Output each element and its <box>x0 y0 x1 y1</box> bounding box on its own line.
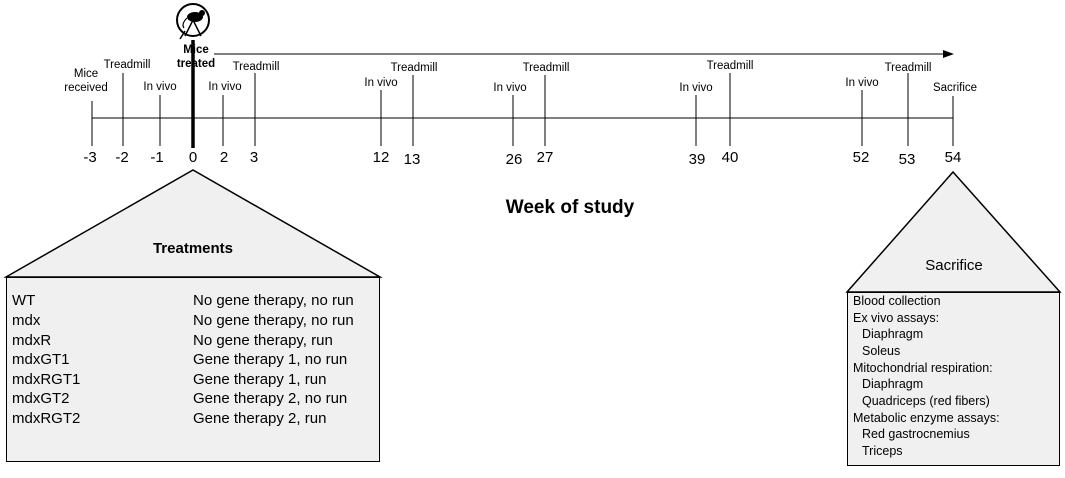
mice-treated-line2: treated <box>176 58 216 70</box>
axis-title: Week of study <box>505 197 635 218</box>
sacrifice-subitem: Quadriceps (red fibers) <box>862 394 990 408</box>
week-tick-label: 40 <box>721 149 739 166</box>
week-tick-label: 3 <box>249 149 259 166</box>
week-tick-label: 13 <box>403 151 421 168</box>
treatment-description: No gene therapy, no run <box>193 292 354 309</box>
treatment-description: Gene therapy 1, no run <box>193 351 348 368</box>
event-treadmill: Treadmill <box>706 60 754 72</box>
event-mice-received-line1: Mice <box>73 68 99 80</box>
event-in-vivo: In vivo <box>364 77 398 89</box>
week-tick-label: 52 <box>852 149 870 166</box>
event-in-vivo: In vivo <box>845 77 879 89</box>
event-sacrifice: Sacrifice <box>932 82 978 94</box>
sacrifice-subitem: Red gastrocnemius <box>862 427 970 441</box>
treatments-roof <box>3 169 383 278</box>
week-tick-label: 26 <box>505 151 523 168</box>
treatment-group: mdxGT2 <box>12 390 70 407</box>
event-treadmill: Treadmill <box>232 61 280 73</box>
week-tick-label: -1 <box>150 149 164 166</box>
treatment-group: mdx <box>12 312 41 329</box>
treatment-group: mdxRGT2 <box>12 410 81 427</box>
sacrifice-subitem: Soleus <box>862 344 901 358</box>
treatment-group: mdxGT1 <box>12 351 70 368</box>
treatment-description: Gene therapy 2, run <box>193 410 327 427</box>
week-tick-label: 39 <box>688 151 706 168</box>
sacrifice-item: Metabolic enzyme assays: <box>853 411 1000 425</box>
treatment-description: Gene therapy 2, no run <box>193 390 348 407</box>
week-tick-label: -2 <box>115 149 129 166</box>
sacrifice-item: Ex vivo assays: <box>853 311 940 325</box>
sacrifice-subitem: Triceps <box>862 444 903 458</box>
event-treadmill: Treadmill <box>884 62 932 74</box>
treatment-group: mdxRGT1 <box>12 371 81 388</box>
treatment-description: Gene therapy 1, run <box>193 371 327 388</box>
sacrifice-roof <box>845 170 1062 293</box>
week-tick-label: 0 <box>188 149 198 166</box>
sacrifice-subitem: Diaphragm <box>862 377 924 391</box>
treatments-title: Treatments <box>152 240 234 257</box>
timeline-arrow-head <box>943 50 954 58</box>
event-in-vivo: In vivo <box>679 82 713 94</box>
event-mice-received: Mice received <box>64 67 107 95</box>
treatment-description: No gene therapy, run <box>193 332 333 349</box>
week-tick-label: 12 <box>372 149 390 166</box>
event-treadmill: Treadmill <box>390 62 438 74</box>
treatments-box: WT No gene therapy, no run mdx No gene t… <box>6 277 380 462</box>
treatment-group: WT <box>12 292 36 309</box>
week-tick-label: 2 <box>219 149 229 166</box>
sacrifice-title: Sacrifice <box>925 257 983 274</box>
mice-treated-label: Mice treated <box>177 43 215 71</box>
event-mice-received-line2: received <box>64 82 108 94</box>
sacrifice-item: Mitochondrial respiration: <box>853 361 993 375</box>
mice-treated-line1: Mice <box>183 44 209 56</box>
mouse-on-wheel-icon <box>176 3 210 40</box>
week-tick-label: 53 <box>898 151 916 168</box>
event-treadmill: Treadmill <box>522 62 570 74</box>
treatment-group: mdxR <box>12 332 52 349</box>
sacrifice-box: Blood collection Ex vivo assays: Diaphra… <box>847 292 1060 466</box>
event-in-vivo: In vivo <box>493 82 527 94</box>
sacrifice-item: Blood collection <box>853 294 941 308</box>
event-in-vivo: In vivo <box>208 81 242 93</box>
week-tick-label: 54 <box>944 149 962 166</box>
week-tick-label: 27 <box>536 149 554 166</box>
event-in-vivo: In vivo <box>143 81 177 93</box>
week-tick-label: -3 <box>83 149 97 166</box>
sacrifice-subitem: Diaphragm <box>862 327 924 341</box>
treatment-description: No gene therapy, no run <box>193 312 354 329</box>
event-treadmill: Treadmill <box>103 59 151 71</box>
